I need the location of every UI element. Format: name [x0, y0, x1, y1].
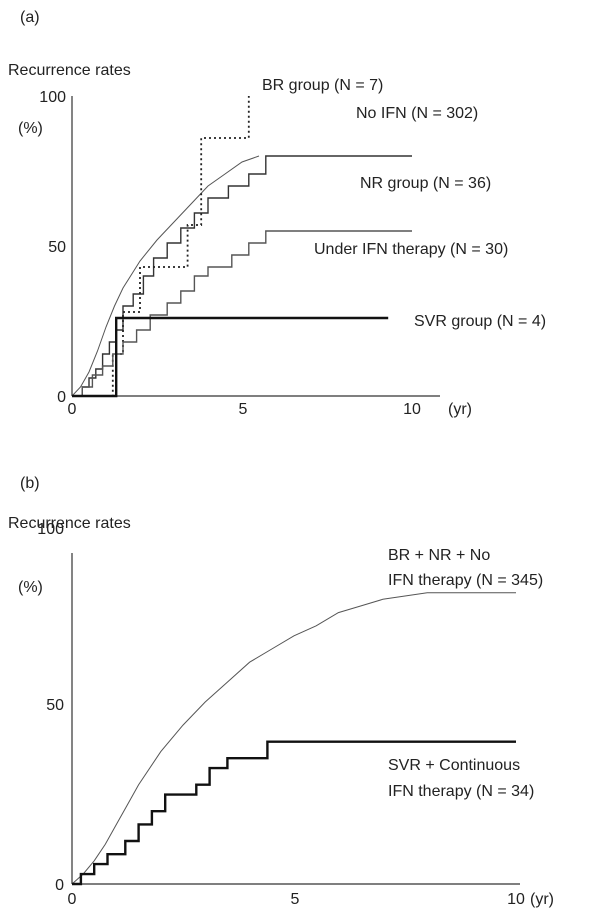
panel-a-xtick-10: 10 [403, 401, 421, 418]
panel-b-series-svr-continuous-ifn-therapy-n-34 [72, 740, 516, 886]
panel-a-ytick-100: 100 [39, 89, 66, 106]
panel-a-label-svr-group: SVR group (N = 4) [414, 313, 546, 330]
panel-b-series-group [71, 592, 516, 886]
panel-b-label-group1-line2: IFN therapy (N = 345) [388, 572, 543, 589]
panel-a-series-group [71, 96, 412, 398]
panel-a-label-br-group: BR group (N = 7) [262, 77, 383, 94]
panel-b-xunit: (yr) [530, 891, 554, 908]
panel-a-ytick-0: 0 [57, 389, 66, 406]
panel-a-ylabel: Recurrence rates [8, 62, 131, 79]
panel-b-ylabel: Recurrence rates [8, 515, 131, 532]
panel-a-series-under-ifn-therapy-n-30 [72, 230, 412, 397]
panel-a-label: (a) [20, 9, 40, 26]
panel-b-label: (b) [20, 475, 40, 492]
panel-b-label-group2-line2: IFN therapy (N = 34) [388, 783, 534, 800]
panel-a-xtick-5: 5 [239, 401, 248, 418]
panel-a: (a) Recurrence rates (%) (yr) 100 50 0 0… [8, 9, 546, 418]
panel-a-series-svr-group-n-4 [72, 316, 389, 398]
panel-b-label-group2-line1: SVR + Continuous [388, 757, 520, 774]
panel-a-label-nr-group: NR group (N = 36) [360, 175, 491, 192]
panel-b-yunit: (%) [18, 579, 43, 596]
panel-a-ytick-50: 50 [48, 239, 66, 256]
panel-b-xtick-5: 5 [291, 891, 300, 908]
panel-b-ytick-100: 100 [37, 521, 64, 538]
panel-a-series-nr-group-n-36 [72, 155, 412, 397]
panel-b-ytick-0: 0 [55, 877, 64, 894]
panel-b-xtick-0: 0 [68, 891, 77, 908]
panel-b-series-br-nr-no-ifn-therapy-n-345 [71, 592, 516, 885]
panel-a-label-under-ifn: Under IFN therapy (N = 30) [314, 241, 508, 258]
panel-a-yunit: (%) [18, 120, 43, 137]
panel-a-label-no-ifn: No IFN (N = 302) [356, 105, 478, 122]
panel-b: (b) Recurrence rates (%) (yr) 100 50 0 0… [8, 475, 554, 908]
panel-a-series-br-group-n-7 [72, 96, 250, 397]
panel-a-xtick-0: 0 [68, 401, 77, 418]
panel-a-xunit: (yr) [448, 401, 472, 418]
panel-a-series-no-ifn-n-302 [71, 155, 260, 397]
panel-b-ytick-50: 50 [46, 697, 64, 714]
panel-b-xtick-10: 10 [507, 891, 525, 908]
panel-b-label-group1-line1: BR + NR + No [388, 547, 490, 564]
